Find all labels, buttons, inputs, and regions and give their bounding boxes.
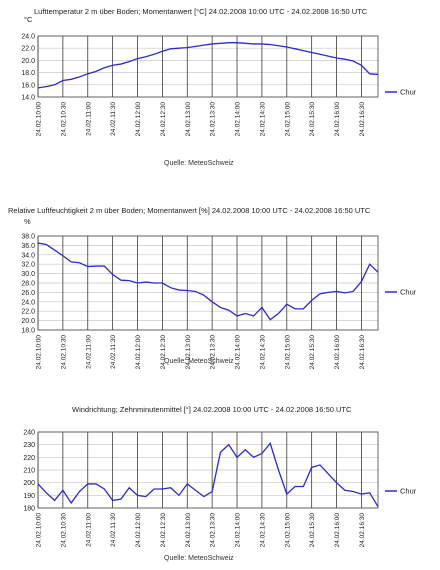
x-tick-label: 24.02.10:00: [36, 102, 43, 137]
y-tick-label: 38.0: [21, 234, 35, 241]
x-tick-label: 24.02.13:00: [185, 335, 192, 370]
x-tick-label: 24.02.11:30: [110, 102, 117, 136]
plot-frame: [37, 431, 379, 509]
x-tick-label: 24.02.15:00: [284, 513, 291, 548]
legend-label: Chur: [400, 88, 417, 97]
x-tick-label: 24.02.15:30: [309, 513, 316, 548]
x-tick-label: 24.02.12:30: [160, 335, 167, 370]
humidity-chart: 18.0 20.0 22.0 24.0 26.0 28.0 30.0 32.0 34.0 36.0…: [21, 217, 417, 370]
x-tick-label: 24.02.14:30: [259, 102, 266, 137]
wind-direction-chart: 180 190 200 210 220 230 240 24.02.10:00 24.02.10…: [23, 430, 417, 548]
x-tick-label: 24.02.15:00: [284, 102, 291, 137]
x-tick-label: 24.02.16:00: [334, 513, 341, 548]
x-tick-label: 24.02.15:30: [309, 335, 316, 370]
x-tick-label: 24.02.16:30: [359, 335, 366, 370]
y-tick-label: 18.0: [21, 70, 35, 77]
y-tick-label: 36.0: [21, 243, 35, 250]
y-tick-label: 32.0: [21, 262, 35, 269]
x-tick-label: 24.02.12:00: [135, 513, 142, 548]
x-tick-label: 24.02.12:30: [160, 513, 167, 548]
x-tick-label: 24.02.11:30: [110, 335, 117, 369]
y-tick-label: 18.0: [21, 328, 35, 335]
legend-label: Chur: [400, 288, 417, 297]
x-tick-label: 24.02.10:00: [36, 335, 43, 370]
x-tick-label: 24.02.15:00: [284, 335, 291, 370]
x-tick-label: 24.02.11:00: [85, 335, 92, 369]
y-tick-label: 22.0: [21, 46, 35, 53]
x-tick-label: 24.02.14:00: [235, 102, 242, 137]
x-tick-label: 24.02.14:30: [259, 335, 266, 370]
x-tick-label: 24.02.16:00: [334, 102, 341, 137]
x-tick-label: 24.02.15:30: [309, 102, 316, 137]
y-tick-label: 230: [23, 442, 35, 449]
temperature-chart-panel: Lufttemperatur 2 m über Boden; Momentanw…: [0, 0, 440, 180]
series-line: [37, 42, 379, 89]
x-tick-label: 24.02.11:00: [85, 513, 92, 547]
y-tick-label: 240: [23, 430, 35, 437]
x-tick-label: 24.02.13:30: [210, 102, 217, 137]
y-axis-label: %: [24, 217, 31, 226]
chart-source: Quelle: MeteoSchweiz: [164, 160, 234, 167]
x-tick-label: 24.02.11:00: [85, 102, 92, 136]
x-tick-label: 24.02.16:30: [359, 102, 366, 137]
y-tick-label: 20.0: [21, 58, 35, 65]
x-tick-label: 24.02.14:30: [259, 513, 266, 548]
temperature-chart: 14.0 16.0 18.0 20.0 22.0 24.0 24.02.10:00 24.02…: [21, 15, 417, 137]
y-tick-label: 30.0: [21, 271, 35, 278]
y-tick-label: 220: [23, 455, 35, 462]
y-tick-label: 24.0: [21, 299, 35, 306]
y-tick-label: 190: [23, 493, 35, 500]
x-tick-label: 24.02.14:00: [235, 335, 242, 370]
y-tick-label: 200: [23, 480, 35, 487]
x-tick-label: 24.02.10:30: [60, 513, 67, 548]
x-tick-label: 24.02.13:00: [185, 102, 192, 137]
x-tick-label: 24.02.13:30: [210, 513, 217, 548]
chart-title: Windrichtung; Zehnminutenmittel [°] 24.0…: [72, 405, 352, 414]
x-tick-label: 24.02.10:30: [60, 335, 67, 370]
chart-source: Quelle: MeteoSchweiz: [164, 358, 234, 365]
humidity-chart-panel: Relative Luftfeuchtigkeit 2 m über Boden…: [0, 195, 440, 380]
x-tick-label: 24.02.13:00: [185, 513, 192, 548]
chart-title: Relative Luftfeuchtigkeit 2 m über Boden…: [8, 206, 371, 215]
y-tick-label: 26.0: [21, 290, 35, 297]
x-tick-label: 24.02.14:00: [235, 513, 242, 548]
y-tick-label: 28.0: [21, 281, 35, 288]
y-tick-label: 34.0: [21, 252, 35, 259]
chart-title: Lufttemperatur 2 m über Boden; Momentanw…: [34, 7, 368, 16]
series-line: [37, 442, 379, 508]
wind-direction-chart-panel: Windrichtung; Zehnminutenmittel [°] 24.0…: [0, 395, 440, 570]
plot-frame: [37, 235, 379, 331]
x-tick-label: 24.02.12:00: [135, 335, 142, 370]
x-tick-label: 24.02.13:30: [210, 335, 217, 370]
y-tick-label: 210: [23, 468, 35, 475]
y-tick-label: 20.0: [21, 318, 35, 325]
x-tick-label: 24.02.16:30: [359, 513, 366, 548]
series-line: [37, 242, 379, 321]
y-tick-label: 16.0: [21, 82, 35, 89]
x-tick-label: 24.02.12:00: [135, 102, 142, 137]
x-tick-label: 24.02.10:00: [36, 513, 43, 548]
y-tick-label: 180: [23, 506, 35, 513]
legend-label: Chur: [400, 487, 417, 496]
x-tick-label: 24.02.11:30: [110, 513, 117, 547]
x-tick-label: 24.02.10:30: [60, 102, 67, 137]
plot-frame: [37, 35, 379, 98]
x-tick-label: 24.02.12:30: [160, 102, 167, 137]
y-tick-label: 24.0: [21, 34, 35, 41]
y-tick-label: 22.0: [21, 309, 35, 316]
x-tick-label: 24.02.16:00: [334, 335, 341, 370]
chart-source: Quelle: MeteoSchweiz: [164, 555, 234, 562]
y-axis-label: °C: [24, 15, 33, 24]
y-tick-label: 14.0: [21, 95, 35, 102]
